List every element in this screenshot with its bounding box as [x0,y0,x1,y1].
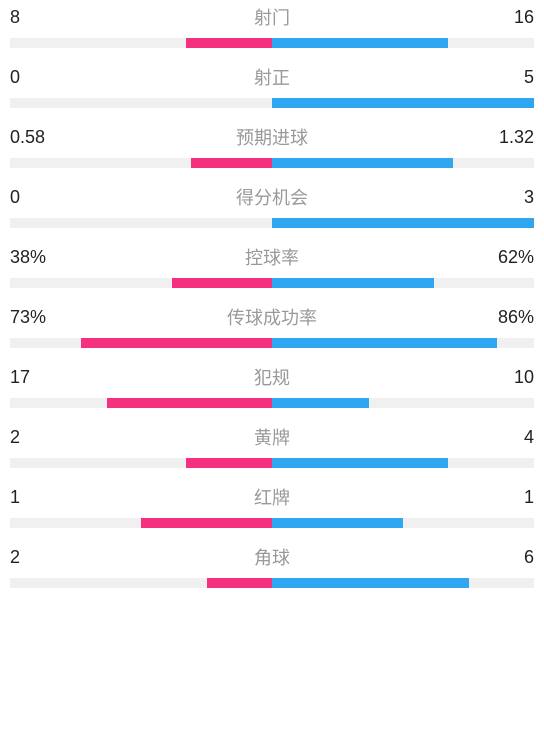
stat-bar-right-fill [272,98,534,108]
stat-bar-left-fill [107,398,272,408]
stat-label: 得分机会 [60,184,484,210]
stat-bar [10,338,534,348]
stat-labels: 0得分机会3 [10,184,534,210]
stat-bar [10,98,534,108]
stat-bar [10,278,534,288]
stat-row: 0.58预期进球1.32 [10,124,534,168]
stat-label: 红牌 [60,484,484,510]
stat-row: 2角球6 [10,544,534,588]
stat-bar-right-fill [272,518,403,528]
stat-row: 8射门16 [10,4,534,48]
stat-bar-right-fill [272,338,497,348]
stat-row: 38%控球率62% [10,244,534,288]
stat-bar-left-track [10,158,272,168]
stat-bar-left-fill [172,278,272,288]
stat-bar-right-fill [272,278,434,288]
stat-bar-right-track [272,218,534,228]
stat-value-left: 2 [10,547,60,568]
stat-value-left: 17 [10,367,60,388]
stat-bar-right-track [272,518,534,528]
stat-value-left: 2 [10,427,60,448]
stat-labels: 8射门16 [10,4,534,30]
stat-value-right: 5 [484,67,534,88]
stat-bar-left-track [10,38,272,48]
stat-bar-left-fill [141,518,272,528]
stat-labels: 0射正5 [10,64,534,90]
stat-bar-right-fill [272,38,448,48]
stat-bar-right-track [272,578,534,588]
stat-bar-right-track [272,338,534,348]
stat-bar [10,218,534,228]
stat-bar-left-track [10,458,272,468]
stat-labels: 2角球6 [10,544,534,570]
stat-label: 射正 [60,64,484,90]
stat-bar-right-fill [272,218,534,228]
stat-bar-left-track [10,218,272,228]
stat-label: 预期进球 [60,124,484,150]
stat-bar [10,578,534,588]
stat-bar [10,398,534,408]
stat-bar-right-track [272,158,534,168]
match-stats-comparison: 8射门160射正50.58预期进球1.320得分机会338%控球率62%73%传… [10,4,534,588]
stat-bar-right-track [272,398,534,408]
stat-bar-left-track [10,398,272,408]
stat-labels: 73%传球成功率86% [10,304,534,330]
stat-bar-left-fill [191,158,272,168]
stat-bar-left-fill [186,38,272,48]
stat-value-left: 0 [10,187,60,208]
stat-labels: 0.58预期进球1.32 [10,124,534,150]
stat-row: 17犯规10 [10,364,534,408]
stat-value-left: 73% [10,307,60,328]
stat-bar-left-fill [81,338,272,348]
stat-labels: 17犯规10 [10,364,534,390]
stat-label: 控球率 [60,244,484,270]
stat-value-left: 8 [10,7,60,28]
stat-value-left: 0 [10,67,60,88]
stat-bar-right-track [272,458,534,468]
stat-labels: 1红牌1 [10,484,534,510]
stat-bar [10,38,534,48]
stat-value-left: 0.58 [10,127,60,148]
stat-bar-left-track [10,338,272,348]
stat-value-left: 38% [10,247,60,268]
stat-label: 射门 [60,4,484,30]
stat-value-right: 3 [484,187,534,208]
stat-bar-right-track [272,278,534,288]
stat-row: 1红牌1 [10,484,534,528]
stat-value-right: 86% [484,307,534,328]
stat-value-right: 62% [484,247,534,268]
stat-bar-left-track [10,98,272,108]
stat-bar-right-track [272,98,534,108]
stat-value-right: 1.32 [484,127,534,148]
stat-bar-left-fill [186,458,272,468]
stat-bar [10,518,534,528]
stat-value-left: 1 [10,487,60,508]
stat-value-right: 16 [484,7,534,28]
stat-labels: 38%控球率62% [10,244,534,270]
stat-row: 0得分机会3 [10,184,534,228]
stat-label: 黄牌 [60,424,484,450]
stat-bar-left-track [10,518,272,528]
stat-bar-right-fill [272,158,453,168]
stat-label: 传球成功率 [60,304,484,330]
stat-bar-right-fill [272,458,448,468]
stat-label: 犯规 [60,364,484,390]
stat-bar-right-fill [272,398,369,408]
stat-value-right: 1 [484,487,534,508]
stat-row: 2黄牌4 [10,424,534,468]
stat-labels: 2黄牌4 [10,424,534,450]
stat-value-right: 6 [484,547,534,568]
stat-value-right: 10 [484,367,534,388]
stat-label: 角球 [60,544,484,570]
stat-bar-right-track [272,38,534,48]
stat-bar-left-track [10,578,272,588]
stat-row: 73%传球成功率86% [10,304,534,348]
stat-bar [10,458,534,468]
stat-bar-left-track [10,278,272,288]
stat-bar-left-fill [207,578,273,588]
stat-bar-right-fill [272,578,469,588]
stat-value-right: 4 [484,427,534,448]
stat-row: 0射正5 [10,64,534,108]
stat-bar [10,158,534,168]
